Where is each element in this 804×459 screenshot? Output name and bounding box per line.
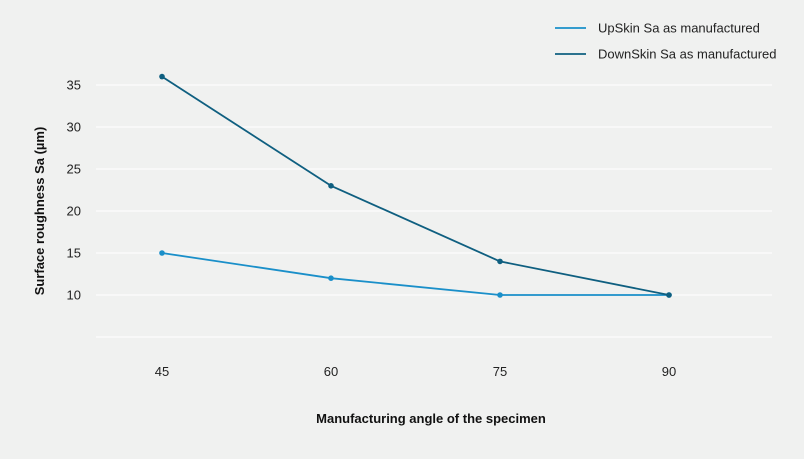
legend: UpSkin Sa as manufactured DownSkin Sa as … <box>555 21 776 62</box>
y-tick-label: 25 <box>67 162 81 177</box>
y-tick-labels: 10 15 20 25 30 35 <box>67 78 81 303</box>
y-axis-title: Surface roughness Sa (µm) <box>32 127 47 296</box>
x-tick-label: 90 <box>662 364 676 379</box>
grid-lines <box>96 84 772 338</box>
legend-label: DownSkin Sa as manufactured <box>598 47 776 62</box>
series-lines <box>159 73 672 298</box>
y-tick-label: 35 <box>67 78 81 93</box>
data-point <box>666 292 672 298</box>
legend-label: UpSkin Sa as manufactured <box>598 21 760 36</box>
y-tick-label: 15 <box>67 246 81 261</box>
x-tick-label: 75 <box>493 364 507 379</box>
x-tick-labels: 45 60 75 90 <box>155 364 676 379</box>
data-point <box>328 275 334 282</box>
data-point <box>159 73 165 80</box>
series-line-0 <box>161 252 669 296</box>
data-point <box>159 250 165 256</box>
data-point <box>497 258 503 265</box>
y-tick-label: 10 <box>67 288 81 303</box>
data-point <box>328 183 334 189</box>
x-tick-label: 60 <box>324 364 338 379</box>
x-tick-label: 45 <box>155 364 169 379</box>
x-axis-title: Manufacturing angle of the specimen <box>316 411 546 426</box>
data-point <box>497 292 503 298</box>
y-tick-label: 20 <box>67 204 81 219</box>
y-tick-label: 30 <box>67 120 81 135</box>
series-line-1 <box>161 75 670 296</box>
